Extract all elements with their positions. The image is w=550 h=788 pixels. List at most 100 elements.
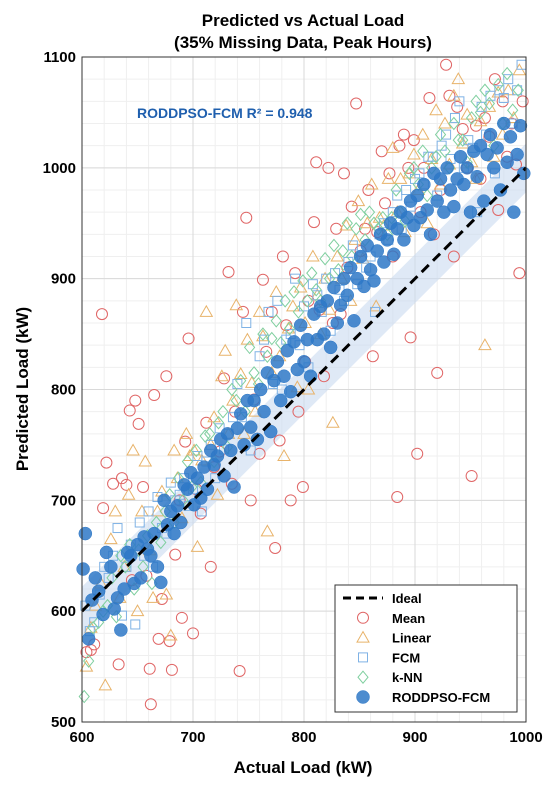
point-mean: [143, 662, 156, 675]
point-mean: [123, 404, 136, 417]
point-fcm: [330, 268, 341, 279]
y-tick-label: 800: [51, 382, 76, 399]
point-roddpso-fcm: [154, 575, 168, 590]
point-linear: [121, 487, 136, 500]
point-roddpso-fcm: [387, 247, 401, 262]
point-fcm: [299, 301, 309, 312]
point-roddpso-fcm: [337, 271, 351, 286]
point-mean: [307, 216, 320, 229]
point-mean: [200, 416, 213, 429]
point-roddpso-fcm: [517, 166, 531, 181]
point-roddpso-fcm: [104, 560, 118, 574]
point-linear: [429, 103, 443, 116]
series-roddpso-fcm: [76, 116, 531, 646]
point-roddpso-fcm: [460, 161, 474, 175]
point-roddpso-fcm: [253, 382, 268, 397]
point-k-nn: [434, 127, 447, 142]
point-linear: [146, 590, 160, 603]
legend-marker-roddpso-fcm: [356, 690, 370, 704]
point-linear: [214, 369, 229, 382]
point-mean: [465, 469, 478, 482]
point-roddpso-fcm: [490, 141, 504, 155]
point-roddpso-fcm: [483, 127, 498, 142]
point-linear: [229, 298, 244, 311]
point-linear: [103, 532, 118, 545]
point-mean: [204, 560, 217, 573]
point-fcm: [116, 610, 127, 621]
point-roddpso-fcm: [340, 288, 355, 303]
point-roddpso-fcm: [377, 255, 391, 269]
point-fcm: [476, 101, 487, 112]
point-k-nn: [248, 366, 260, 380]
point-mean: [322, 161, 335, 174]
plot-frame: [81, 56, 527, 723]
point-roddpso-fcm: [230, 421, 245, 436]
legend-label-ideal: Ideal: [392, 591, 422, 606]
point-mean: [488, 73, 501, 86]
point-mean: [236, 305, 249, 318]
point-mean: [379, 197, 392, 210]
point-linear: [126, 443, 140, 456]
point-mean: [276, 250, 289, 263]
point-roddpso-fcm: [270, 355, 285, 369]
point-fcm: [312, 290, 323, 301]
point-roddpso-fcm: [250, 432, 265, 447]
point-k-nn: [292, 305, 305, 319]
point-linear: [506, 110, 521, 123]
point-roddpso-fcm: [410, 188, 424, 203]
point-linear: [138, 454, 153, 467]
point-linear: [252, 304, 267, 317]
point-mean: [160, 370, 173, 383]
point-roddpso-fcm: [223, 443, 238, 458]
point-roddpso-fcm: [233, 407, 248, 421]
point-roddpso-fcm: [167, 526, 181, 541]
point-k-nn: [337, 244, 349, 258]
point-roddpso-fcm: [91, 584, 106, 598]
point-roddpso-fcm: [297, 355, 311, 369]
point-linear: [218, 343, 233, 356]
point-linear: [407, 147, 421, 160]
point-roddpso-fcm: [457, 177, 471, 192]
point-k-nn: [354, 207, 367, 222]
point-linear: [130, 604, 145, 617]
x-tick-label: 600: [69, 729, 94, 746]
point-k-nn: [501, 66, 513, 81]
point-k-nn: [190, 443, 202, 458]
point-roddpso-fcm: [397, 233, 411, 247]
point-roddpso-fcm: [76, 562, 90, 576]
point-roddpso-fcm: [293, 318, 308, 332]
point-mean: [112, 658, 125, 671]
point-roddpso-fcm: [447, 199, 461, 214]
point-mean: [411, 447, 424, 460]
point-roddpso-fcm: [390, 222, 404, 236]
point-linear: [478, 338, 492, 351]
point-linear: [260, 524, 275, 537]
legend-marker-linear: [356, 630, 370, 643]
point-roddpso-fcm: [330, 316, 345, 330]
point-k-nn: [155, 535, 167, 550]
point-roddpso-fcm: [423, 227, 438, 242]
point-k-nn: [328, 238, 340, 253]
point-k-nn: [212, 415, 225, 430]
x-axis-ticks: 600 700 800 900 1000: [69, 729, 542, 746]
point-roddpso-fcm: [88, 571, 103, 585]
point-roddpso-fcm: [287, 335, 301, 349]
y-axis-label: Predicted Load (kW): [13, 307, 32, 471]
point-fcm: [485, 90, 496, 101]
point-linear: [233, 366, 248, 379]
point-mean: [402, 161, 415, 174]
point-roddpso-fcm: [513, 118, 528, 133]
point-linear: [286, 299, 300, 312]
point-k-nn: [408, 161, 420, 175]
point-k-nn: [417, 144, 429, 158]
point-mean: [292, 405, 305, 418]
point-mean: [182, 332, 195, 345]
point-roddpso-fcm: [81, 632, 96, 646]
point-linear: [360, 216, 375, 229]
point-k-nn: [199, 429, 211, 443]
point-mean: [97, 502, 110, 515]
point-linear: [351, 194, 366, 207]
point-roddpso-fcm: [273, 393, 288, 408]
point-linear: [473, 114, 488, 127]
